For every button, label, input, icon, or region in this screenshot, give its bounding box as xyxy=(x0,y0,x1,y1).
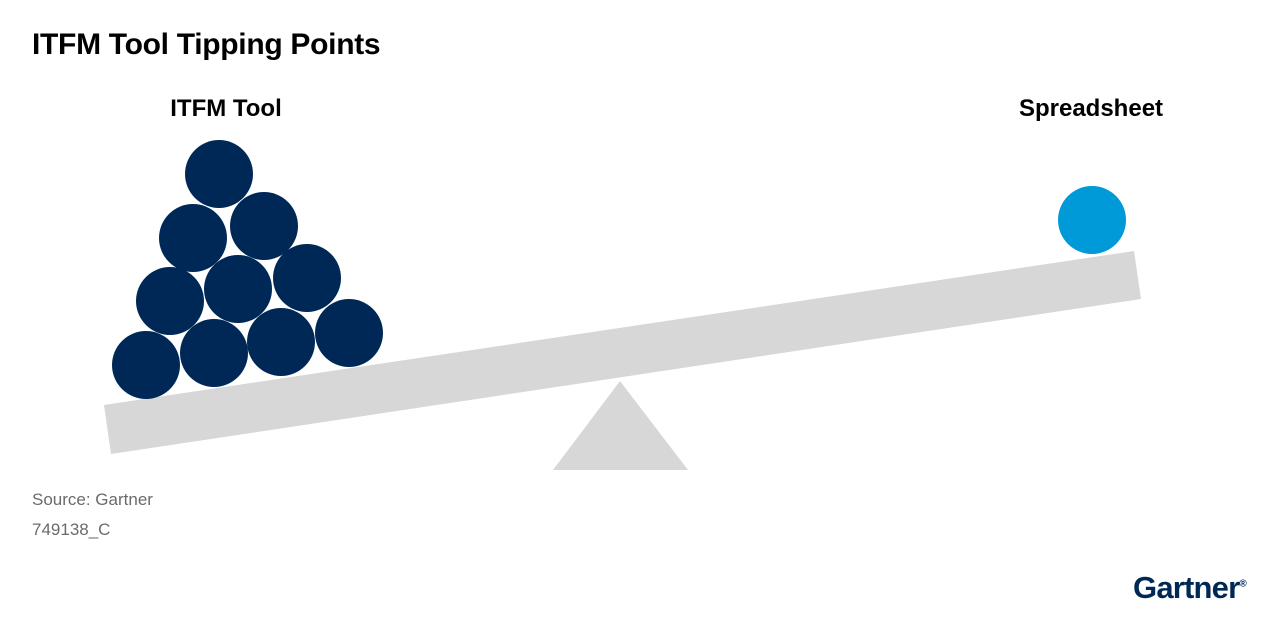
itfm-weight-ball xyxy=(112,331,180,399)
spreadsheet-label: Spreadsheet xyxy=(1019,95,1163,122)
logo-text: Gartner xyxy=(1133,570,1240,605)
itfm-tool-weights xyxy=(112,140,383,399)
itfm-weight-ball xyxy=(159,204,227,272)
itfm-weight-ball xyxy=(136,267,204,335)
spreadsheet-weight-ball xyxy=(1058,186,1126,254)
itfm-weight-ball xyxy=(273,244,341,312)
source-note: Source: Gartner xyxy=(32,490,153,509)
itfm-weight-ball xyxy=(247,308,315,376)
fulcrum xyxy=(553,381,688,470)
document-id: 749138_C xyxy=(32,520,111,539)
gartner-logo: Gartner® xyxy=(1133,570,1247,606)
itfm-weight-ball xyxy=(180,319,248,387)
itfm-weight-ball xyxy=(315,299,383,367)
itfm-weight-ball xyxy=(185,140,253,208)
page-title: ITFM Tool Tipping Points xyxy=(32,28,381,61)
itfm-tool-label: ITFM Tool xyxy=(170,95,282,122)
itfm-weight-ball xyxy=(230,192,298,260)
registered-mark: ® xyxy=(1239,578,1247,590)
seesaw-beam xyxy=(104,251,1141,454)
itfm-weight-ball xyxy=(204,255,272,323)
